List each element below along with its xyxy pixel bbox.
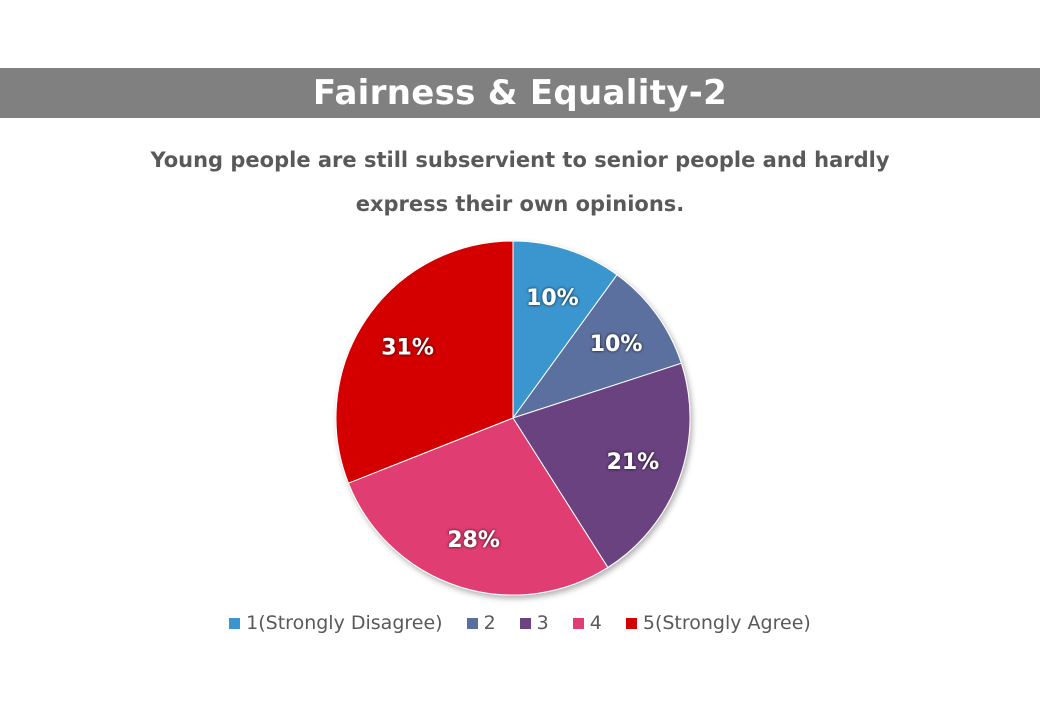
legend-swatch bbox=[466, 617, 478, 629]
legend-swatch bbox=[229, 617, 241, 629]
legend-label: 3 bbox=[536, 612, 549, 634]
legend-label: 4 bbox=[589, 612, 602, 634]
pie-slice bbox=[511, 274, 682, 419]
chart-legend: 1(Strongly Disagree) 2 3 4 5(Strongly Agree) bbox=[0, 612, 1040, 634]
legend-label: 5(Strongly Agree) bbox=[642, 612, 811, 634]
slice-data-label: 28% bbox=[447, 528, 500, 553]
pie-slice bbox=[512, 240, 618, 420]
page-title: Fairness & Equality-2 bbox=[0, 68, 1040, 118]
pie-data-labels: 10% 10% 21% 28% 31% bbox=[381, 286, 659, 553]
legend-label: 1(Strongly Disagree) bbox=[246, 612, 443, 634]
slice-data-label: 21% bbox=[607, 450, 660, 475]
slice-data-label: 10% bbox=[526, 286, 579, 311]
pie-slice bbox=[512, 362, 691, 569]
pie-slice bbox=[335, 240, 514, 484]
slice-data-label: 31% bbox=[381, 335, 434, 360]
legend-item: 5(Strongly Agree) bbox=[625, 612, 811, 634]
legend-item: 1(Strongly Disagree) bbox=[229, 612, 443, 634]
legend-swatch bbox=[519, 617, 531, 629]
legend-swatch bbox=[572, 617, 584, 629]
pie-slices bbox=[335, 240, 691, 596]
legend-item: 4 bbox=[572, 612, 602, 634]
legend-label: 2 bbox=[483, 612, 496, 634]
pie-slice bbox=[347, 417, 609, 596]
chart-title: Young people are still subservient to se… bbox=[150, 148, 890, 216]
legend-item: 3 bbox=[519, 612, 549, 634]
legend-swatch bbox=[625, 617, 637, 629]
slice-data-label: 10% bbox=[590, 332, 643, 357]
legend-item: 2 bbox=[466, 612, 496, 634]
